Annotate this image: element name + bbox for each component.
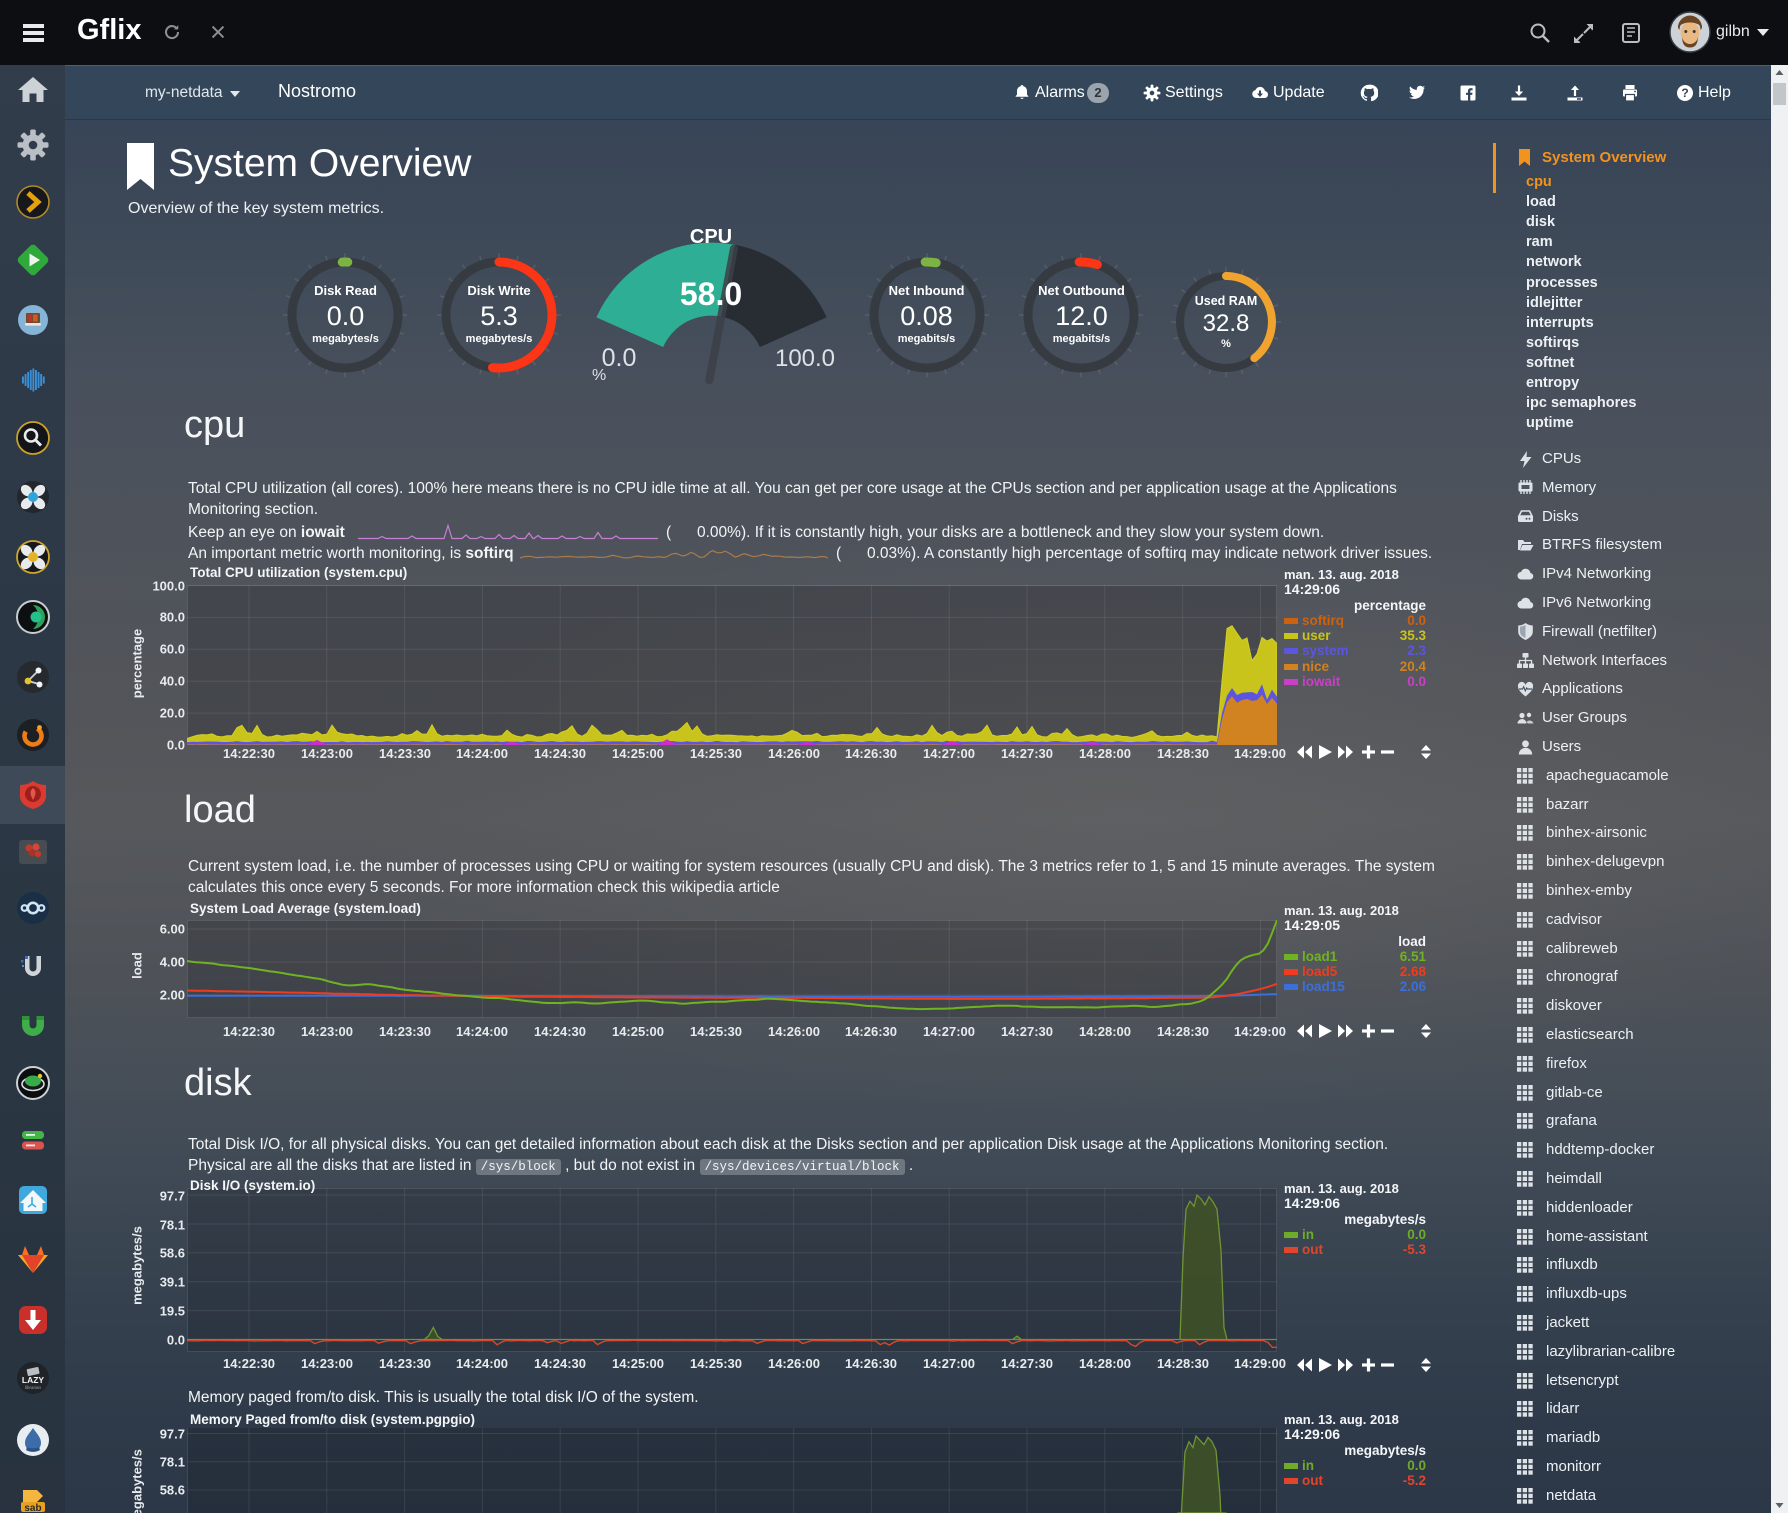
svg-text:sab: sab [24, 1503, 41, 1513]
svg-text:LAZY: LAZY [22, 1375, 45, 1385]
svg-text:?: ? [1681, 86, 1688, 100]
svg-text:librarian: librarian [25, 1385, 42, 1390]
